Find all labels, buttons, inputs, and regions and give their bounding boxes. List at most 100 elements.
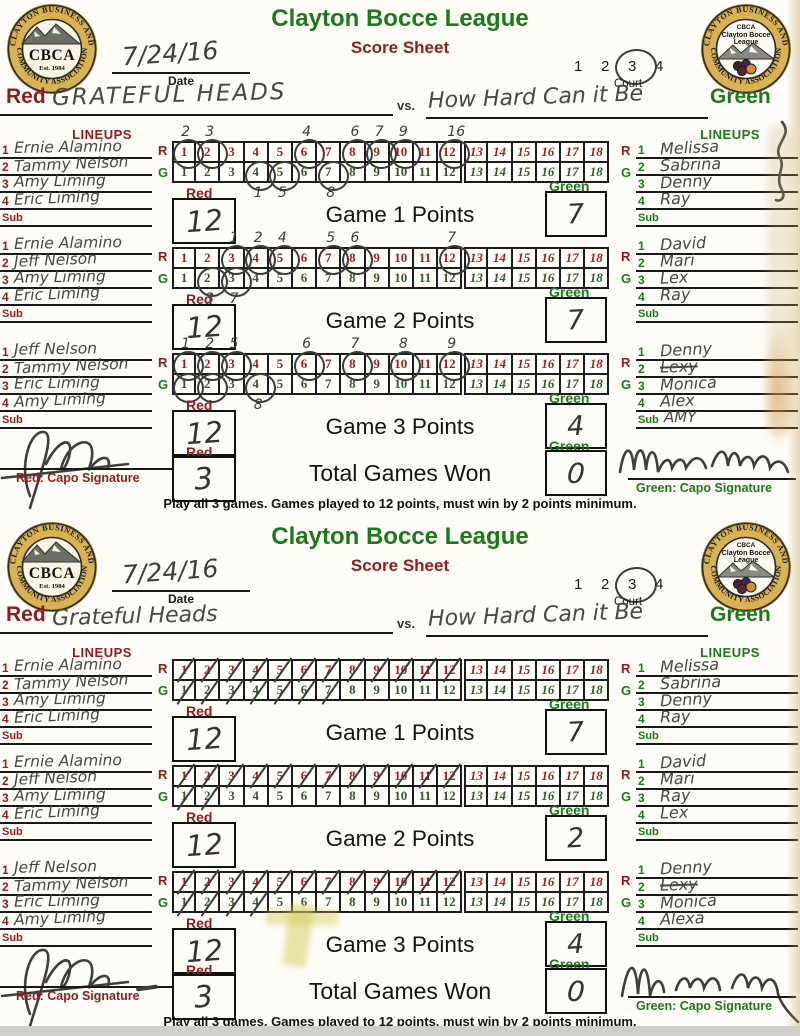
red-total-value: 3 [192, 460, 216, 498]
red-points-box: 12 [172, 410, 236, 456]
track-cell: 14 [488, 373, 513, 395]
track-cell: 12 [438, 891, 463, 913]
green-team-underline [426, 621, 708, 637]
lineup-number: 2 [638, 256, 645, 270]
lineup-line [636, 238, 798, 255]
red-row-label: R [621, 767, 631, 782]
sub-label: Sub [2, 212, 23, 224]
lineup-line [0, 193, 152, 210]
lineup-line [636, 807, 798, 824]
track-cell: 11 [413, 373, 439, 395]
track-cell: 14 [488, 679, 513, 701]
lineup-number: 2 [638, 678, 645, 692]
lineup-number: 4 [2, 914, 9, 928]
game-points-label: Game 1 Points [325, 202, 475, 227]
track-cell: 13 [464, 373, 489, 395]
pen-squiggle-icon [774, 120, 787, 202]
green-capo-label: Green: Capo Signature [636, 481, 773, 495]
track-cell: 6 [292, 785, 318, 807]
lineup-line [0, 412, 152, 429]
track-cell: 6 [292, 891, 318, 913]
track-cell: 1 [172, 247, 197, 269]
mountain-icon [716, 560, 776, 578]
lineup-number: 3 [2, 897, 9, 911]
lineup-number: 4 [2, 290, 9, 304]
track-cell: 16 [536, 141, 561, 163]
track-cell: 5 [268, 353, 293, 375]
track-cell: 5 [268, 267, 293, 289]
svg-text:CBCA: CBCA [29, 565, 76, 582]
green-capo-signature-scribble [614, 426, 800, 510]
track-cell: 18 [585, 659, 610, 681]
track-cell: 13 [464, 141, 489, 163]
green-player-name: Lex [659, 802, 689, 823]
lineup-number: 1 [638, 863, 645, 877]
red-points-label: Red [186, 809, 213, 825]
lineup-line [0, 694, 152, 711]
track-cell: 16 [536, 659, 561, 681]
court-number: 2 [601, 576, 610, 593]
sub-label: Sub [638, 414, 659, 426]
score-circle-mark [245, 161, 277, 191]
lineup-line [0, 255, 152, 272]
tally-mark: 2 [181, 124, 191, 140]
track-cell: 13 [464, 679, 489, 701]
lineup-number: 2 [638, 160, 645, 174]
vs-label: vs. [397, 616, 416, 631]
lineups-header-green: LINEUPS [700, 645, 760, 660]
red-row-label: R [158, 143, 168, 158]
svg-text:Clayton Bocce: Clayton Bocce [722, 32, 771, 39]
game-points-label: Game 1 Points [325, 720, 475, 745]
lineup-number: 4 [638, 194, 645, 208]
red-player-name: Eric Liming [13, 283, 101, 305]
cbca-badge-right: CLAYTON BUSINESS AND COMMUNITY ASSOCIATI… [700, 521, 792, 613]
tally-mark: 1 [253, 185, 263, 201]
track-cell: 14 [488, 141, 513, 163]
track-cell: 13 [464, 785, 489, 807]
track-cell: 9 [365, 161, 390, 183]
lineup-line [0, 711, 152, 728]
lineup-line [0, 660, 152, 677]
green-row-label: G [158, 895, 169, 910]
svg-text:League: League [734, 39, 759, 46]
track-cell: 5 [268, 141, 293, 163]
track-cell: 15 [512, 891, 537, 913]
sub-label: Sub [638, 826, 659, 838]
track-cell: 17 [561, 161, 586, 183]
score-circle-mark [245, 245, 277, 275]
lineup-number: 2 [2, 678, 9, 692]
lineup-line [0, 677, 152, 694]
sub-label: Sub [638, 730, 659, 742]
track-cell: 14 [488, 659, 513, 681]
green-score-track: 1 2 3 4 5 6 7 8 9 10 11 12 13 14 15 16 17 18 [172, 891, 610, 913]
green-points-label: Green [549, 284, 590, 300]
red-capo-line [0, 972, 172, 988]
track-cell: 3 [220, 267, 245, 289]
green-capo-label: Green: Capo Signature [636, 999, 773, 1013]
green-team-label: Green [710, 603, 771, 626]
green-score-track: 1 2 3 4 5 6 7 8 9 10 11 12 13 14 15 16 17 18 [172, 679, 610, 701]
lineup-number: 3 [638, 695, 645, 709]
red-row-label: R [621, 143, 631, 158]
red-capo-label: Red: Capo Signature [16, 471, 140, 485]
lineup-line [636, 159, 798, 176]
track-cell: 15 [512, 679, 537, 701]
track-cell: 16 [536, 891, 561, 913]
tally-mark: 8 [398, 336, 408, 352]
track-cell: 18 [585, 891, 610, 913]
red-team-underline [0, 100, 393, 116]
red-total-box: 3 [172, 974, 236, 1020]
lineup-line [0, 210, 152, 227]
track-cell: 18 [585, 353, 610, 375]
lineup-number: 4 [2, 808, 9, 822]
lineup-number: 2 [2, 160, 9, 174]
sub-label: Sub [2, 308, 23, 320]
red-team-label: Red [6, 603, 46, 626]
green-player-name: Ray [659, 284, 691, 305]
date-label: Date [167, 74, 194, 88]
score-circle-mark [390, 351, 422, 381]
track-cell: 8 [341, 679, 366, 701]
green-total-box: 0 [545, 968, 607, 1014]
court-number: 3 [628, 58, 637, 75]
